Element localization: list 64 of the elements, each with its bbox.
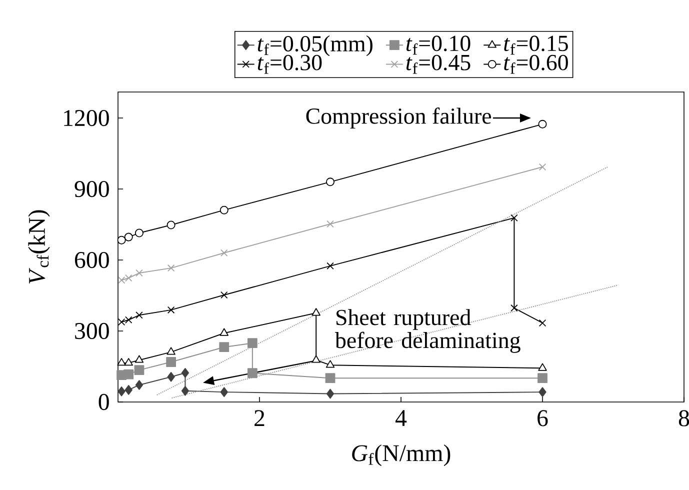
point — [134, 365, 144, 376]
point — [312, 308, 320, 316]
point — [166, 347, 176, 355]
y-tick-label: 600 — [74, 252, 109, 268]
x-tick-label: 4 — [395, 410, 407, 426]
point — [220, 249, 228, 257]
point — [134, 355, 144, 363]
point — [136, 312, 143, 319]
point — [538, 319, 546, 327]
point — [220, 291, 228, 299]
annotation: Compression failure — [306, 108, 491, 129]
legend-label: t$_{f}$=0.05(mm) — [258, 35, 372, 56]
x-tick-label: 2 — [254, 410, 264, 426]
point — [167, 264, 175, 272]
point — [117, 358, 126, 366]
point — [118, 386, 126, 396]
point — [538, 387, 546, 398]
point — [181, 368, 190, 378]
point — [220, 206, 228, 214]
point — [124, 358, 133, 366]
y-tick-label: 0 — [98, 394, 109, 410]
x-tick-label: 6 — [538, 410, 548, 426]
point — [135, 380, 144, 390]
point — [326, 360, 335, 368]
point — [538, 120, 547, 128]
point — [538, 163, 546, 171]
legend-label: t$_{f}$=0.45 — [406, 54, 470, 74]
legend-label: t$_{f}$=0.30 — [258, 54, 322, 74]
point — [166, 220, 176, 230]
y-tick-label: 900 — [74, 180, 109, 198]
point — [510, 304, 518, 312]
legend-label: t$_{f}$=0.15 — [504, 36, 568, 55]
point — [247, 368, 258, 378]
point — [538, 363, 547, 371]
point — [510, 214, 518, 222]
point — [166, 357, 176, 367]
point — [124, 384, 132, 395]
point — [326, 388, 334, 399]
x-axis-title: G$_{f}$(N/mm) — [352, 444, 450, 466]
point — [134, 228, 144, 238]
point — [325, 373, 336, 384]
point — [312, 355, 320, 363]
point — [117, 236, 126, 244]
x-tick-label: 8 — [678, 410, 689, 426]
point — [538, 373, 548, 384]
point — [167, 306, 175, 314]
point — [219, 342, 230, 352]
annotation: Sheet ruptured before delaminating — [334, 309, 520, 353]
y-tick-label: 1200 — [64, 110, 109, 126]
point — [326, 178, 334, 186]
point — [326, 262, 334, 270]
point — [220, 328, 228, 336]
point — [167, 372, 175, 382]
y-axis-title: V$_{cf}$(kN) — [28, 210, 50, 284]
point — [124, 232, 133, 242]
point — [220, 387, 228, 398]
point — [326, 220, 334, 228]
point — [247, 338, 258, 348]
point — [181, 386, 190, 396]
point — [124, 369, 134, 380]
legend-label: t$_{f}$=0.60 — [504, 54, 568, 74]
legend-label: t$_{f}$=0.10 — [406, 36, 470, 55]
point — [136, 269, 143, 277]
y-tick-label: 300 — [75, 322, 109, 340]
